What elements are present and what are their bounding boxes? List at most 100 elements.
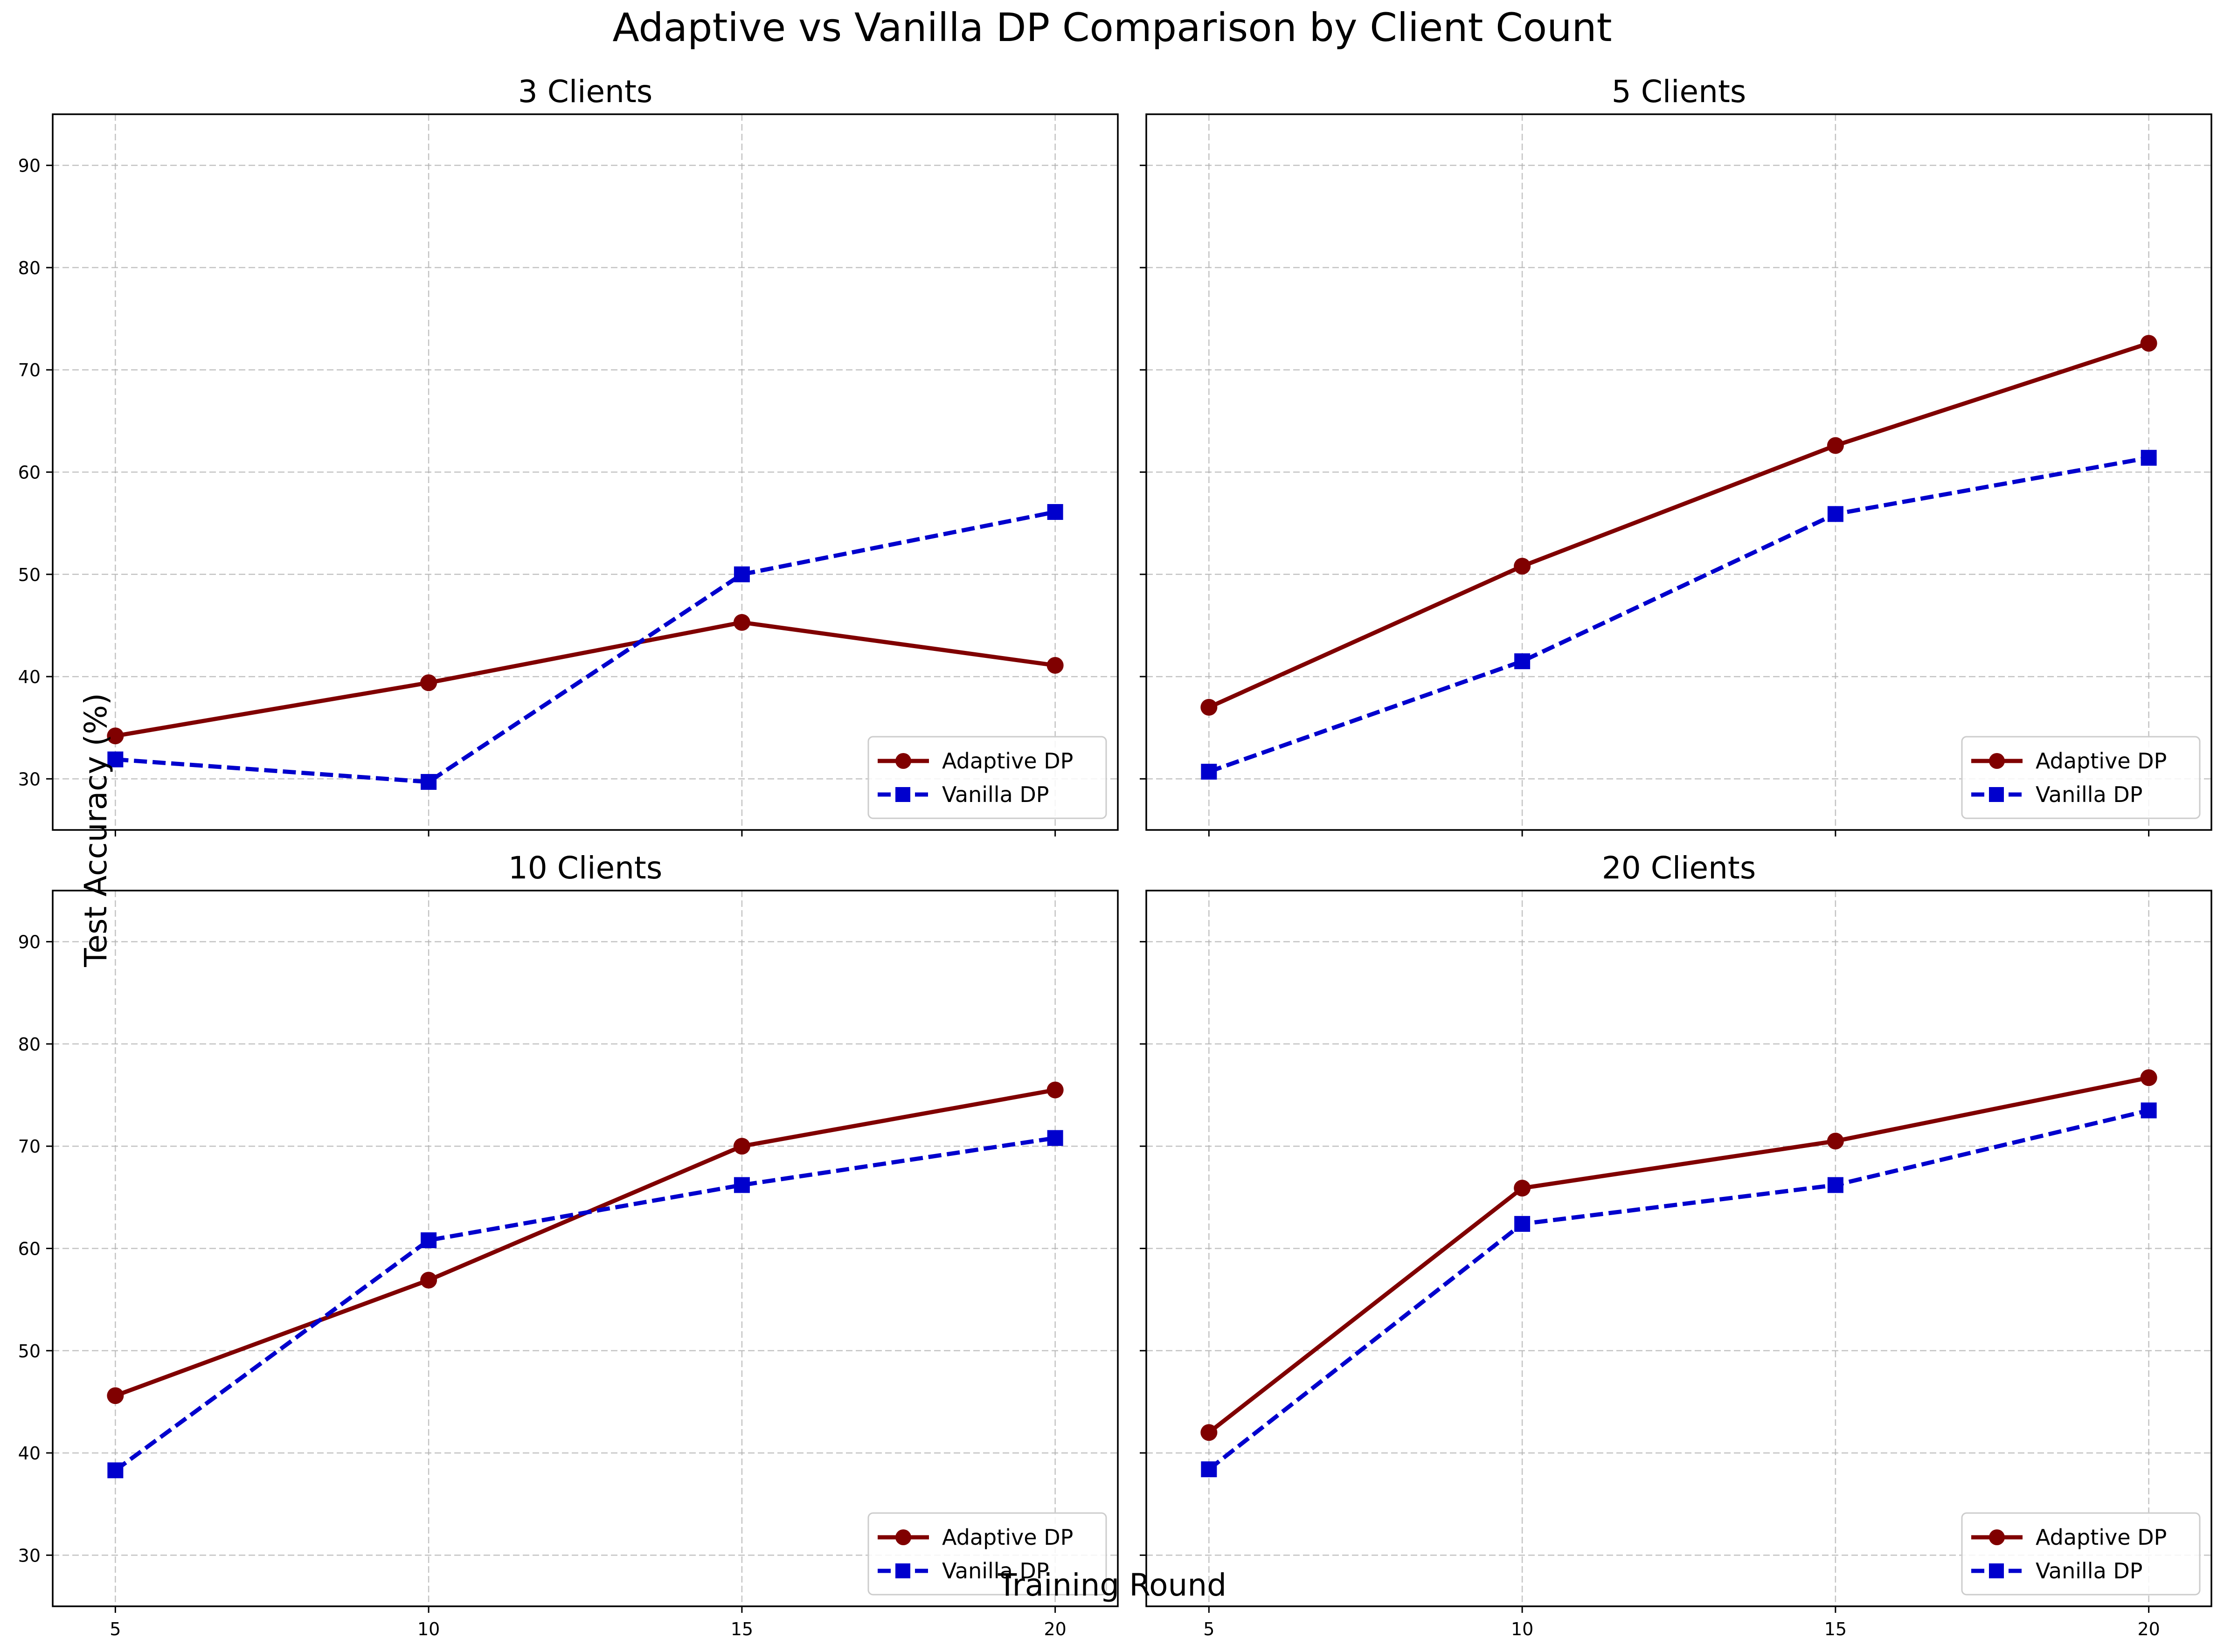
legend-marker	[1989, 787, 2004, 802]
axes-frame	[1145, 113, 2212, 831]
adaptive-dp-point	[1827, 437, 1844, 454]
legend-label: Adaptive DP	[942, 1525, 1073, 1550]
adaptive-dp-point	[1046, 657, 1064, 674]
vanilla-dp-line	[1207, 1108, 2149, 1471]
subplot-title: 20 Clients	[1602, 850, 1756, 886]
adaptive-dp-line	[115, 620, 1056, 738]
vanilla-dp-point	[1201, 764, 1217, 780]
subplot-grid: 30 40 50 60 70 80 90 3 Clients Adaptive DP Vanill…	[18, 74, 2212, 1639]
vanilla-dp-point	[1201, 1461, 1217, 1478]
subplot-2: 5 Clients Adaptive DP Vanilla DP	[1140, 74, 2212, 836]
vanilla-dp-point	[107, 1462, 124, 1479]
x-tick-label: 10	[1511, 1619, 1533, 1639]
adaptive-dp-line	[1207, 1075, 2149, 1434]
legend-marker	[895, 753, 911, 769]
subplot-title: 5 Clients	[1612, 74, 1746, 110]
adaptive-dp-point	[1514, 1180, 1531, 1197]
adaptive-dp-point	[1046, 1081, 1064, 1099]
adaptive-dp-point	[107, 1387, 124, 1404]
y-tick-label: 30	[18, 1545, 41, 1566]
legend: Adaptive DP Vanilla DP	[867, 736, 1107, 819]
y-tick-label: 90	[18, 156, 41, 176]
subplot-3: 5 10 15 20 30 40 50 60 70 80 90 10 Clients Adaptive …	[18, 850, 1119, 1639]
x-tick-label: 15	[1824, 1619, 1847, 1639]
figure-title: Adaptive vs Vanilla DP Comparison by Cli…	[612, 5, 1612, 50]
x-tick-label: 20	[2137, 1619, 2160, 1639]
vanilla-dp-line	[1208, 456, 2149, 774]
adaptive-dp-point	[733, 1138, 750, 1155]
x-tick-label: 20	[1044, 1619, 1066, 1639]
vanilla-dp-point	[734, 1177, 750, 1193]
legend: Adaptive DP Vanilla DP	[1961, 736, 2201, 819]
legend-marker	[1989, 1563, 2004, 1578]
adaptive-dp-point	[420, 674, 437, 691]
adaptive-dp-point	[1514, 558, 1531, 575]
vanilla-dp-point	[1827, 1177, 1843, 1193]
adaptive-dp-point	[2140, 335, 2157, 352]
legend: Adaptive DP Vanilla DP	[867, 1512, 1107, 1596]
legend: Adaptive DP Vanilla DP	[1961, 1512, 2201, 1596]
vanilla-dp-line	[114, 1136, 1056, 1472]
subplot-1: 30 40 50 60 70 80 90 3 Clients Adaptive DP Vanill…	[18, 74, 1119, 836]
legend-label: Adaptive DP	[942, 748, 1073, 774]
axes-frame	[1145, 890, 2212, 1607]
vanilla-dp-point	[1047, 1130, 1063, 1146]
adaptive-dp-point	[1200, 1424, 1218, 1441]
x-tick-label: 10	[417, 1619, 440, 1639]
legend-box	[1961, 736, 2201, 819]
vanilla-dp-point	[421, 1232, 437, 1248]
legend-label: Vanilla DP	[2036, 782, 2143, 807]
legend-label: Vanilla DP	[2036, 1558, 2143, 1583]
x-tick-label: 5	[1203, 1619, 1214, 1639]
vanilla-dp-point	[734, 566, 750, 582]
x-axis-label: Training Round	[998, 1567, 1226, 1603]
legend-marker	[895, 1563, 910, 1578]
vanilla-dp-point	[2141, 449, 2157, 466]
legend-box	[867, 736, 1107, 819]
vanilla-dp-point	[1827, 506, 1843, 522]
y-tick-label: 80	[18, 1034, 41, 1055]
y-tick-label: 60	[18, 1239, 41, 1259]
axes-frame	[52, 113, 1119, 831]
vanilla-dp-line	[115, 510, 1056, 784]
legend-label: Adaptive DP	[2036, 1525, 2167, 1550]
legend-label: Vanilla DP	[942, 782, 1049, 807]
vanilla-dp-point	[2141, 1102, 2157, 1119]
y-tick-label: 80	[18, 258, 41, 278]
subplot-title: 10 Clients	[508, 850, 662, 886]
y-tick-label: 40	[18, 1443, 41, 1464]
legend-label: Vanilla DP	[942, 1558, 1049, 1583]
subplot-4: 5 10 15 20 20 Clients Adaptive DP Vanilla DP	[1140, 850, 2212, 1639]
adaptive-dp-point	[733, 614, 750, 631]
y-axis-label: Test Accuracy (%)	[78, 693, 114, 967]
adaptive-dp-point	[1827, 1133, 1844, 1150]
axes-frame	[52, 890, 1119, 1607]
legend-label: Adaptive DP	[2036, 748, 2167, 774]
y-tick-label: 70	[18, 1136, 41, 1157]
vanilla-dp-point	[1047, 504, 1063, 520]
adaptive-dp-point	[107, 727, 124, 745]
y-tick-label: 60	[18, 463, 41, 483]
adaptive-dp-line	[1208, 341, 2150, 709]
legend-marker	[1989, 753, 2005, 769]
y-tick-label: 90	[18, 932, 41, 953]
vanilla-dp-point	[421, 774, 437, 790]
legend-marker	[895, 787, 910, 802]
y-tick-label: 50	[18, 565, 41, 585]
adaptive-dp-point	[2140, 1069, 2157, 1086]
vanilla-dp-point	[1514, 653, 1531, 670]
y-tick-label: 50	[18, 1341, 41, 1362]
adaptive-dp-point	[420, 1272, 437, 1289]
y-tick-label: 30	[18, 769, 41, 789]
x-tick-label: 5	[110, 1619, 121, 1639]
y-tick-label: 70	[18, 360, 41, 380]
vanilla-dp-point	[1514, 1216, 1531, 1232]
legend-marker	[895, 1529, 911, 1545]
subplot-title: 3 Clients	[518, 74, 652, 110]
x-tick-label: 15	[731, 1619, 753, 1639]
vanilla-dp-point	[107, 751, 124, 767]
adaptive-dp-point	[1200, 698, 1218, 716]
legend-box	[867, 1512, 1107, 1596]
